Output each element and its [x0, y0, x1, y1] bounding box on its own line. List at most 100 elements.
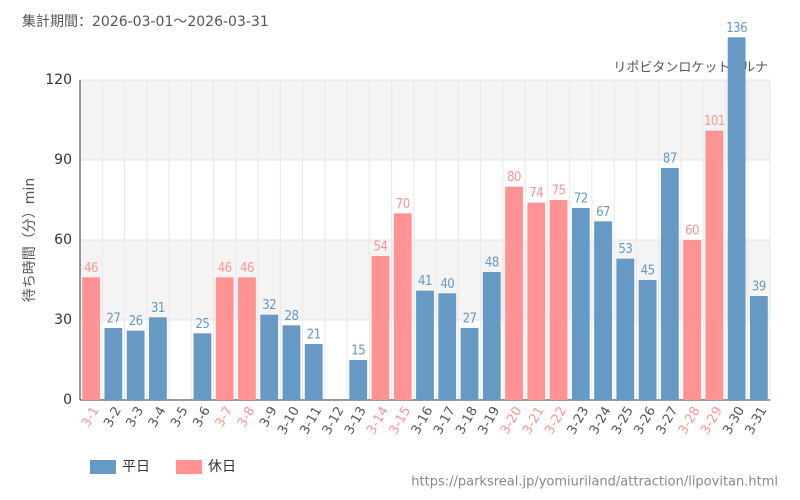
bar [616, 258, 635, 400]
bar [571, 208, 590, 400]
y-tick-label: 0 [63, 392, 72, 408]
x-tick-label: 3-16 [409, 404, 437, 437]
x-tick-label: 3-12 [320, 404, 348, 437]
bar [638, 280, 657, 400]
x-tick-label: 3-18 [453, 404, 481, 437]
x-tick-label: 3-5 [168, 404, 192, 430]
legend-swatch [176, 460, 202, 474]
value-label: 60 [685, 224, 699, 239]
x-tick-label: 3-7 [213, 404, 237, 430]
bar [705, 130, 724, 400]
bar [482, 272, 501, 400]
legend-label: 休日 [208, 459, 236, 475]
bar [505, 186, 523, 400]
chart-title: 集計期間：2026-03-01～2026-03-31 [22, 13, 269, 30]
value-label: 45 [641, 264, 655, 279]
value-label: 87 [663, 152, 677, 167]
x-tick-label: 3-2 [101, 404, 125, 430]
x-tick-label: 3-15 [386, 404, 414, 437]
bar [238, 277, 256, 400]
value-label: 41 [418, 274, 432, 289]
x-tick-label: 3-14 [364, 404, 392, 437]
value-label: 53 [618, 242, 632, 257]
bar [282, 325, 301, 400]
x-tick-label: 3-29 [698, 404, 726, 437]
value-label: 40 [440, 277, 454, 292]
value-label: 25 [195, 317, 209, 332]
value-label: 39 [752, 280, 766, 295]
value-label: 48 [485, 256, 499, 271]
value-label: 46 [240, 261, 254, 276]
value-label: 15 [351, 344, 365, 359]
value-label: 70 [396, 197, 410, 212]
bar [349, 360, 368, 400]
bar [749, 296, 768, 400]
value-label: 67 [596, 205, 610, 220]
legend-swatch [90, 460, 116, 474]
y-axis-label: 待ち時間（分）min [22, 178, 38, 302]
bar [149, 317, 167, 400]
y-tick-label: 120 [45, 72, 72, 88]
value-label: 32 [262, 298, 276, 313]
x-tick-label: 3-19 [476, 404, 504, 437]
x-tick-label: 3-4 [146, 404, 170, 430]
value-label: 46 [84, 261, 98, 276]
value-label: 31 [151, 301, 165, 316]
x-tick-label: 3-31 [743, 404, 771, 437]
value-label: 74 [529, 186, 543, 201]
value-label: 21 [307, 328, 321, 343]
bar [594, 221, 612, 400]
bar [438, 293, 457, 400]
x-tick-label: 3-26 [631, 404, 659, 437]
bar [82, 277, 101, 400]
bar [549, 200, 568, 400]
bar [460, 328, 479, 400]
value-label: 75 [552, 184, 566, 199]
value-label: 101 [704, 114, 725, 129]
x-tick-label: 3-30 [720, 404, 748, 437]
x-tick-label: 3-17 [431, 404, 459, 437]
x-tick-label: 3-22 [542, 404, 570, 437]
x-tick-label: 3-11 [297, 404, 325, 437]
x-tick-label: 3-28 [676, 404, 704, 437]
x-tick-label: 3-25 [609, 404, 637, 437]
value-label: 26 [129, 314, 143, 329]
bar [215, 277, 234, 400]
x-tick-label: 3-23 [565, 404, 593, 437]
x-tick-label: 3-21 [520, 404, 548, 437]
x-tick-label: 3-13 [342, 404, 370, 437]
value-label: 28 [285, 309, 299, 324]
value-label: 27 [463, 312, 477, 327]
x-tick-label: 3-1 [79, 404, 103, 430]
y-tick-label: 90 [54, 152, 72, 168]
bar [683, 240, 701, 400]
x-tick-label: 3-10 [275, 404, 303, 437]
value-label: 46 [218, 261, 232, 276]
bar [104, 328, 123, 400]
x-tick-label: 3-27 [654, 404, 682, 437]
bar [527, 202, 546, 400]
band [80, 80, 770, 160]
bar [727, 37, 746, 400]
source: https://parksreal.jp/yomiuriland/attract… [411, 475, 778, 490]
bar [393, 213, 412, 400]
value-label: 54 [374, 240, 388, 255]
bar [660, 168, 679, 400]
y-tick-label: 60 [54, 232, 72, 248]
x-tick-label: 3-6 [190, 404, 214, 430]
x-tick-label: 3-24 [587, 404, 615, 437]
value-label: 27 [106, 312, 120, 327]
value-label: 80 [507, 170, 521, 185]
value-label: 136 [726, 21, 747, 36]
x-tick-label: 3-3 [124, 404, 148, 430]
bar [304, 344, 323, 400]
bar [260, 314, 279, 400]
bar [193, 333, 212, 400]
legend-label: 平日 [122, 459, 150, 475]
bar [371, 256, 390, 400]
bar [126, 330, 145, 400]
x-tick-label: 3-8 [235, 404, 259, 430]
bar [416, 290, 434, 400]
x-tick-label: 3-20 [498, 404, 526, 437]
